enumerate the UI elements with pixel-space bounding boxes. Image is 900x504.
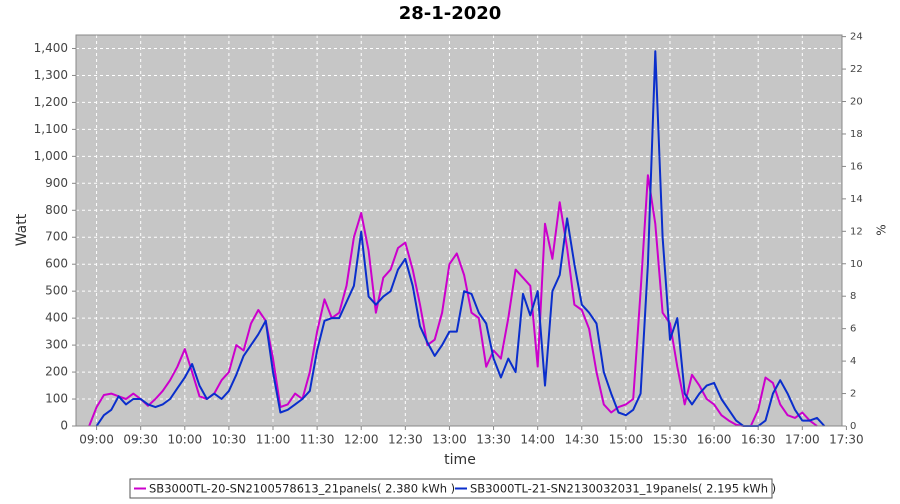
- y2-tick-label: 0: [850, 421, 856, 432]
- x-tick-label: 10:30: [212, 433, 247, 447]
- y-tick-label: 200: [45, 365, 68, 379]
- y-tick-label: 900: [45, 176, 68, 190]
- y2-tick-label: 16: [850, 161, 863, 172]
- y-tick-label: 100: [45, 392, 68, 406]
- x-tick-label: 15:00: [609, 433, 644, 447]
- y2-tick-label: 6: [850, 324, 856, 335]
- y2-tick-label: 12: [850, 226, 863, 237]
- chart-title: 28-1-2020: [399, 3, 502, 24]
- y2-tick-label: 8: [850, 291, 856, 302]
- x-axis-label: time: [444, 452, 476, 468]
- x-tick-label: 15:30: [653, 433, 688, 447]
- y-axis-label: Watt: [14, 213, 30, 246]
- y2-tick-label: 20: [850, 97, 863, 108]
- x-tick-label: 12:00: [344, 433, 379, 447]
- x-tick-label: 14:00: [520, 433, 555, 447]
- y-tick-label: 1,300: [34, 68, 68, 82]
- x-tick-label: 17:00: [785, 433, 820, 447]
- x-tick-label: 12:30: [388, 433, 423, 447]
- x-tick-label: 13:30: [476, 433, 511, 447]
- y-tick-label: 1,400: [34, 41, 68, 55]
- x-tick-label: 17:30: [829, 433, 864, 447]
- y-tick-label: 300: [45, 338, 68, 352]
- y2-tick-label: 4: [850, 356, 856, 367]
- x-tick-label: 09:30: [123, 433, 158, 447]
- y-tick-label: 1,200: [34, 95, 68, 109]
- y-tick-label: 500: [45, 284, 68, 298]
- y2-tick-label: 14: [850, 194, 863, 205]
- x-tick-label: 14:30: [564, 433, 599, 447]
- y-tick-label: 1,000: [34, 149, 68, 163]
- x-tick-label: 09:00: [79, 433, 114, 447]
- x-tick-label: 10:00: [168, 433, 203, 447]
- y2-tick-label: 10: [850, 259, 863, 270]
- y-tick-label: 1,100: [34, 122, 68, 136]
- y-tick-label: 600: [45, 257, 68, 271]
- y2-tick-label: 22: [850, 64, 863, 75]
- y-tick-label: 700: [45, 230, 68, 244]
- y-tick-label: 400: [45, 311, 68, 325]
- y2-tick-label: 2: [850, 389, 856, 400]
- legend-label: SB3000TL-20-SN2100578613_21panels( 2.380…: [149, 482, 455, 496]
- y2-tick-label: 18: [850, 129, 863, 140]
- legend-label: SB3000TL-21-SN2130032031_19panels( 2.195…: [470, 482, 776, 496]
- y2-tick-label: 24: [850, 32, 863, 43]
- legend: [129, 478, 773, 499]
- x-tick-label: 11:30: [300, 433, 335, 447]
- y2-axis-label: %: [875, 224, 889, 235]
- x-tick-label: 16:30: [741, 433, 776, 447]
- x-tick-label: 11:00: [256, 433, 291, 447]
- series-line: [95, 50, 826, 427]
- x-tick-label: 16:00: [697, 433, 732, 447]
- y-tick-label: 800: [45, 203, 68, 217]
- plot-border: [75, 34, 843, 427]
- x-tick-label: 13:00: [432, 433, 467, 447]
- y-tick-label: 0: [60, 419, 68, 433]
